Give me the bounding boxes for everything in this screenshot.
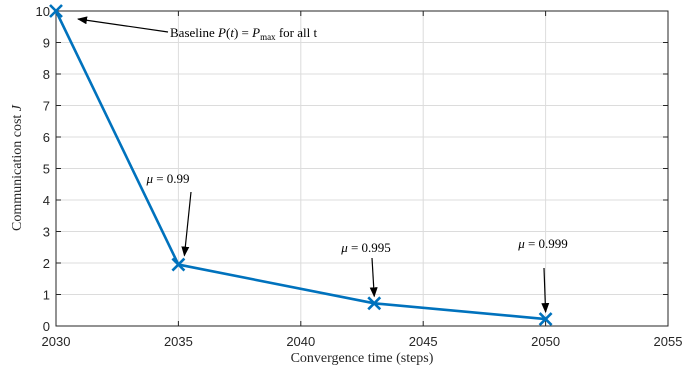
ticks: 2030 2035 2040 2045 2050 2055 0 1 2 3 4 5 6 7 8 9 10 bbox=[36, 4, 683, 349]
x-tick-label: 2040 bbox=[286, 334, 315, 349]
x-tick-label: 2050 bbox=[531, 334, 560, 349]
series bbox=[49, 4, 553, 326]
marker-stroke bbox=[367, 296, 382, 311]
annotations: Baseline P(t) = Pmax for all t μ = 0.99 μ … bbox=[77, 16, 568, 314]
y-axis-label: Communication cost J bbox=[10, 104, 25, 231]
x-tick-label: 2030 bbox=[42, 334, 71, 349]
y-tick-label: 9 bbox=[43, 36, 50, 51]
y-tick-label: 4 bbox=[43, 193, 50, 208]
y-tick-label: 5 bbox=[43, 162, 50, 177]
y-tick-label: 10 bbox=[36, 4, 50, 19]
x-tick-label: 2035 bbox=[164, 334, 193, 349]
y-tick-label: 3 bbox=[43, 225, 50, 240]
series-line bbox=[54, 10, 546, 321]
y-tick-label: 7 bbox=[43, 99, 50, 114]
data-point bbox=[367, 296, 382, 311]
y-tick-label: 0 bbox=[43, 319, 50, 334]
annotation-arrow bbox=[181, 191, 192, 257]
annotation-mu-0995: μ = 0.995 bbox=[340, 240, 391, 255]
x-tick-label: 2055 bbox=[654, 334, 683, 349]
x-tick-label: 2045 bbox=[409, 334, 438, 349]
x-axis-label: Convergence time (steps) bbox=[291, 351, 434, 366]
marker-stroke bbox=[49, 4, 63, 18]
y-tick-label: 1 bbox=[43, 288, 50, 303]
annotation-mu-0999: μ = 0.999 bbox=[517, 236, 568, 251]
annotation-arrow bbox=[77, 16, 169, 33]
data-point bbox=[49, 4, 63, 18]
annotation-mu-099: μ = 0.99 bbox=[145, 171, 189, 186]
annotation-arrow bbox=[369, 257, 378, 298]
annotation-arrow bbox=[541, 267, 550, 314]
y-tick-label: 2 bbox=[43, 256, 50, 271]
data-point bbox=[171, 257, 186, 272]
grid bbox=[56, 11, 668, 326]
marker-stroke bbox=[171, 257, 186, 272]
data-point bbox=[538, 312, 553, 326]
y-tick-label: 6 bbox=[43, 130, 50, 145]
y-tick-label: 8 bbox=[43, 67, 50, 82]
annotation-baseline: Baseline P(t) = Pmax for all t bbox=[170, 25, 317, 42]
marker-stroke bbox=[538, 312, 553, 326]
